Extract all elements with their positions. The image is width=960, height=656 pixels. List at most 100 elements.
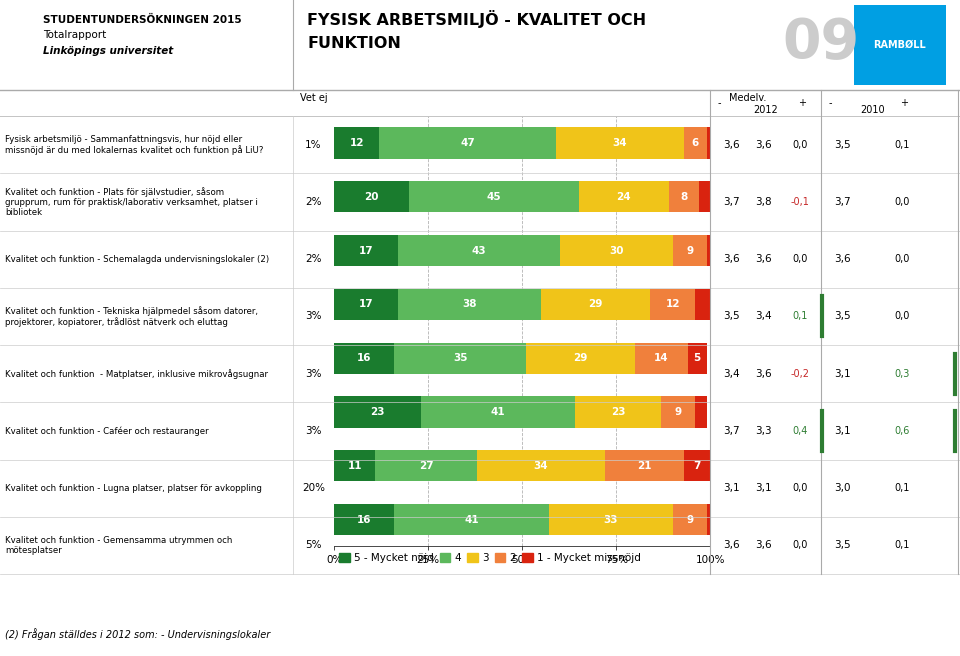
- Text: 14: 14: [654, 353, 669, 363]
- Text: 2%: 2%: [305, 197, 322, 207]
- Text: 3,5: 3,5: [834, 140, 852, 150]
- Text: 3,8: 3,8: [755, 197, 772, 207]
- Text: 0,0: 0,0: [792, 140, 807, 150]
- Text: 16: 16: [357, 514, 372, 525]
- Bar: [575, 396, 661, 428]
- Text: FUNKTION: FUNKTION: [307, 36, 401, 51]
- Text: 9: 9: [686, 514, 693, 525]
- Text: 17: 17: [359, 299, 373, 310]
- Text: 2%: 2%: [305, 255, 322, 264]
- Text: 3,6: 3,6: [723, 140, 740, 150]
- Text: 47: 47: [460, 138, 475, 148]
- Bar: [334, 342, 395, 374]
- Text: 09: 09: [782, 16, 859, 70]
- Text: 3%: 3%: [305, 426, 322, 436]
- Text: 3,5: 3,5: [723, 312, 740, 321]
- Bar: [334, 396, 420, 428]
- Text: 3,1: 3,1: [755, 483, 772, 493]
- Text: 9: 9: [686, 245, 693, 256]
- Bar: [526, 342, 636, 374]
- Text: 38: 38: [463, 299, 477, 310]
- Text: 23: 23: [371, 407, 385, 417]
- Bar: [334, 127, 379, 159]
- Text: 3,5: 3,5: [834, 312, 852, 321]
- Bar: [398, 289, 541, 320]
- Bar: [684, 450, 710, 482]
- Text: 5%: 5%: [305, 541, 322, 550]
- Text: 8: 8: [681, 192, 687, 202]
- Text: 3,6: 3,6: [723, 541, 740, 550]
- Text: 0,0: 0,0: [792, 483, 807, 493]
- Text: 0,0: 0,0: [895, 312, 910, 321]
- Text: 0,0: 0,0: [895, 197, 910, 207]
- Bar: [375, 450, 477, 482]
- Bar: [334, 289, 398, 320]
- Text: 3%: 3%: [305, 369, 322, 379]
- Bar: [398, 235, 560, 266]
- Text: 3,6: 3,6: [755, 369, 772, 379]
- Text: Kvalitet och funktion - Plats för självstudier, såsom
grupprum, rum för praktisk: Kvalitet och funktion - Plats för självs…: [5, 186, 257, 217]
- Bar: [673, 504, 707, 535]
- Text: +: +: [798, 98, 805, 108]
- Text: 3,4: 3,4: [723, 369, 740, 379]
- Text: 0,3: 0,3: [895, 369, 910, 379]
- Bar: [379, 127, 556, 159]
- Text: Kvalitet och funktion - Tekniska hjälpmedel såsom datorer,
projektorer, kopiator: Kvalitet och funktion - Tekniska hjälpme…: [5, 306, 258, 327]
- Text: 3,7: 3,7: [723, 426, 740, 436]
- Text: 7: 7: [693, 461, 701, 471]
- Text: 3,0: 3,0: [834, 483, 852, 493]
- Text: Kvalitet och funktion  - Matplatser, inklusive mikrovågsugnar: Kvalitet och funktion - Matplatser, inkl…: [5, 369, 268, 379]
- Text: 9: 9: [675, 407, 682, 417]
- Text: 1%: 1%: [305, 140, 322, 150]
- Bar: [673, 235, 707, 266]
- Text: 41: 41: [491, 407, 505, 417]
- Text: 3,6: 3,6: [755, 541, 772, 550]
- Text: 20%: 20%: [302, 483, 324, 493]
- Bar: [334, 235, 398, 266]
- Text: Linköpings universitet: Linköpings universitet: [43, 46, 174, 56]
- Text: 0,1: 0,1: [792, 312, 807, 321]
- Legend: 5 - Mycket nöjd, 4, 3, 2, 1 - Mycket missnöjd: 5 - Mycket nöjd, 4, 3, 2, 1 - Mycket mis…: [339, 553, 640, 563]
- Bar: [687, 342, 707, 374]
- Text: 3,5: 3,5: [834, 541, 852, 550]
- Text: 3,6: 3,6: [755, 140, 772, 150]
- Text: 3,1: 3,1: [723, 483, 740, 493]
- Text: +: +: [900, 98, 908, 108]
- Text: (2) Frågan ställdes i 2012 som: - Undervisningslokaler: (2) Frågan ställdes i 2012 som: - Underv…: [5, 628, 270, 640]
- Bar: [334, 504, 395, 535]
- Text: 21: 21: [637, 461, 652, 471]
- Text: Vet ej: Vet ej: [300, 93, 327, 103]
- Bar: [541, 289, 650, 320]
- Text: 0,1: 0,1: [895, 140, 910, 150]
- Text: 30: 30: [609, 245, 624, 256]
- Bar: [695, 289, 710, 320]
- Text: STUDENTUNDERSÖKNINGEN 2015: STUDENTUNDERSÖKNINGEN 2015: [43, 14, 242, 24]
- Text: 11: 11: [348, 461, 362, 471]
- Text: 24: 24: [616, 192, 631, 202]
- Bar: [636, 342, 687, 374]
- Bar: [669, 181, 699, 213]
- Bar: [605, 450, 684, 482]
- Text: 3,1: 3,1: [834, 426, 852, 436]
- Text: 34: 34: [612, 138, 628, 148]
- Text: 43: 43: [471, 245, 487, 256]
- Bar: [707, 235, 710, 266]
- Text: 2012: 2012: [754, 105, 778, 115]
- Text: 3,4: 3,4: [755, 312, 772, 321]
- Bar: [395, 342, 526, 374]
- Text: Medelv.: Medelv.: [729, 93, 766, 103]
- Text: FYSISK ARBETSMILJÖ - KVALITET OCH: FYSISK ARBETSMILJÖ - KVALITET OCH: [307, 10, 646, 28]
- Bar: [661, 396, 695, 428]
- Bar: [707, 504, 710, 535]
- Text: 0,0: 0,0: [792, 255, 807, 264]
- Text: Kvalitet och funktion - Caféer och restauranger: Kvalitet och funktion - Caféer och resta…: [5, 426, 208, 436]
- Text: 3,6: 3,6: [755, 255, 772, 264]
- Text: RAMBØLL: RAMBØLL: [874, 40, 926, 50]
- Bar: [477, 450, 605, 482]
- Text: 29: 29: [573, 353, 588, 363]
- Bar: [420, 396, 575, 428]
- Bar: [684, 127, 707, 159]
- Text: Fysisk arbetsmiljö - Sammanfattningsvis, hur nöjd eller
missnöjd är du med lokal: Fysisk arbetsmiljö - Sammanfattningsvis,…: [5, 134, 263, 155]
- Text: 0,1: 0,1: [895, 541, 910, 550]
- Text: 33: 33: [604, 514, 618, 525]
